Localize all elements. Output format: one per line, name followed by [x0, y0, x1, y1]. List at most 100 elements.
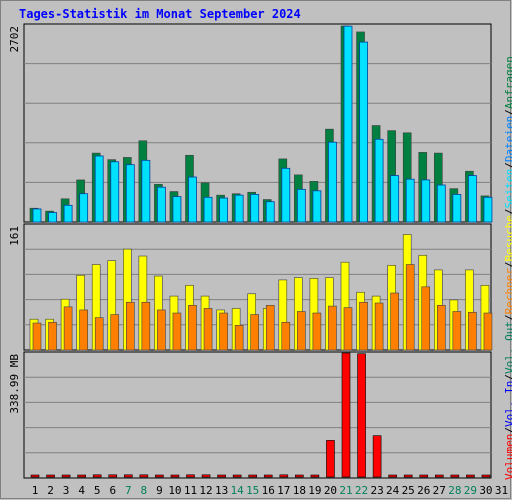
bar-rechner	[126, 301, 135, 351]
bar-rechner	[203, 308, 213, 351]
bar-volumen	[295, 474, 304, 478]
x-tick-label: 24	[386, 484, 400, 497]
bar-rechner	[110, 314, 120, 351]
legend-sep: /	[503, 208, 512, 215]
x-tick-label: 6	[109, 484, 116, 497]
bar-rechner	[405, 264, 415, 351]
legend-sep: /	[503, 261, 512, 268]
bar-volumen	[77, 474, 86, 478]
bar-volumen	[124, 474, 133, 478]
x-tick-label: 4	[78, 484, 85, 497]
bar-seiten	[281, 167, 291, 223]
bar-seiten	[483, 196, 493, 223]
bar-rechner	[172, 312, 182, 351]
bar-seiten	[436, 184, 446, 223]
bar-seiten	[203, 196, 213, 223]
bar-rechner	[297, 311, 306, 351]
bar-rechner	[250, 314, 259, 351]
bar-seiten	[265, 201, 275, 223]
x-tick-label: 3	[63, 484, 70, 497]
bar-rechner	[343, 307, 353, 351]
bar-volumen	[419, 474, 429, 478]
bar-volumen	[108, 474, 118, 478]
bar-rechner	[452, 311, 462, 351]
panel-bottom-frame	[23, 351, 492, 479]
bar-seiten	[374, 138, 384, 223]
bar-volumen	[279, 474, 289, 478]
bar-volumen	[232, 474, 242, 478]
bar-volumen	[341, 352, 351, 478]
bar-volumen	[170, 474, 180, 478]
legend-sep: /	[503, 109, 512, 116]
legend-besuche: Besuche	[503, 215, 512, 262]
bar-seiten	[188, 176, 197, 223]
x-tick-label: 27	[433, 484, 446, 497]
bar-rechner	[219, 312, 228, 351]
bar-seiten	[452, 194, 462, 223]
legend-volumen: Volumen	[503, 433, 512, 480]
x-tick-label: 12	[199, 484, 212, 497]
bar-rechner	[48, 321, 57, 351]
chart-title: Tages-Statistik im Monat September 2024	[19, 7, 301, 21]
bar-seiten	[234, 194, 244, 223]
panel-top-ymax-label: 2702	[8, 26, 21, 53]
x-tick-label: 9	[156, 484, 163, 497]
legend-sep: /	[503, 427, 512, 434]
legend-sep: /	[503, 162, 512, 169]
bar-seiten	[110, 161, 120, 223]
bar-volumen	[434, 474, 444, 478]
bar-volumen	[92, 474, 102, 478]
legend-vol-out: Vol. Out	[503, 321, 512, 375]
bar-rechner	[141, 301, 151, 351]
x-tick-label: 21	[339, 484, 352, 497]
bar-rechner	[421, 286, 431, 351]
bar-volumen	[403, 474, 413, 478]
x-tick-label: 10	[168, 484, 181, 497]
x-tick-label: 17	[277, 484, 290, 497]
bar-seiten	[343, 25, 353, 223]
bar-volumen	[481, 474, 491, 478]
x-tick-label: 8	[141, 484, 148, 497]
bar-volumen	[450, 474, 460, 478]
bar-seiten	[390, 175, 400, 223]
bar-seiten	[467, 175, 477, 223]
bar-rechner	[281, 321, 291, 351]
bar-rechner	[436, 305, 446, 351]
x-tick-label: 11	[184, 484, 197, 497]
bar-rechner	[312, 312, 322, 351]
bar-seiten	[172, 196, 182, 223]
bar-rechner	[359, 301, 368, 351]
bar-volumen	[201, 474, 211, 478]
x-tick-label: 22	[355, 484, 368, 497]
bar-volumen	[372, 435, 382, 478]
x-tick-label: 18	[293, 484, 306, 497]
bar-rechner	[483, 312, 493, 351]
bar-seiten	[141, 159, 151, 223]
bar-rechner	[63, 306, 73, 351]
x-tick-label: 30	[479, 484, 492, 497]
bar-volumen	[155, 474, 164, 478]
bar-volumen	[388, 474, 397, 478]
bar-volumen	[186, 474, 195, 478]
bar-seiten	[125, 164, 135, 223]
bar-rechner	[468, 311, 477, 351]
legend: Volumen/Vol. In/Vol. Out/Rechner/Besuche…	[495, 24, 512, 480]
bar-volumen	[263, 474, 273, 478]
x-tick-label: 29	[464, 484, 477, 497]
legend-anfragen: Anfragen	[503, 56, 512, 110]
bar-volumen	[248, 474, 257, 478]
x-tick-label: 23	[370, 484, 383, 497]
x-tick-label: 7	[125, 484, 132, 497]
bar-volumen	[30, 474, 40, 478]
bar-rechner	[79, 309, 88, 351]
x-tick-label: 25	[402, 484, 415, 497]
bar-seiten	[250, 194, 260, 223]
x-tick-label: 19	[308, 484, 321, 497]
bar-rechner	[32, 322, 42, 351]
x-tick-label: 20	[324, 484, 337, 497]
bar-volumen	[139, 474, 149, 478]
bar-volumen	[326, 440, 335, 478]
bar-seiten	[219, 197, 229, 223]
bar-rechner	[374, 302, 384, 351]
